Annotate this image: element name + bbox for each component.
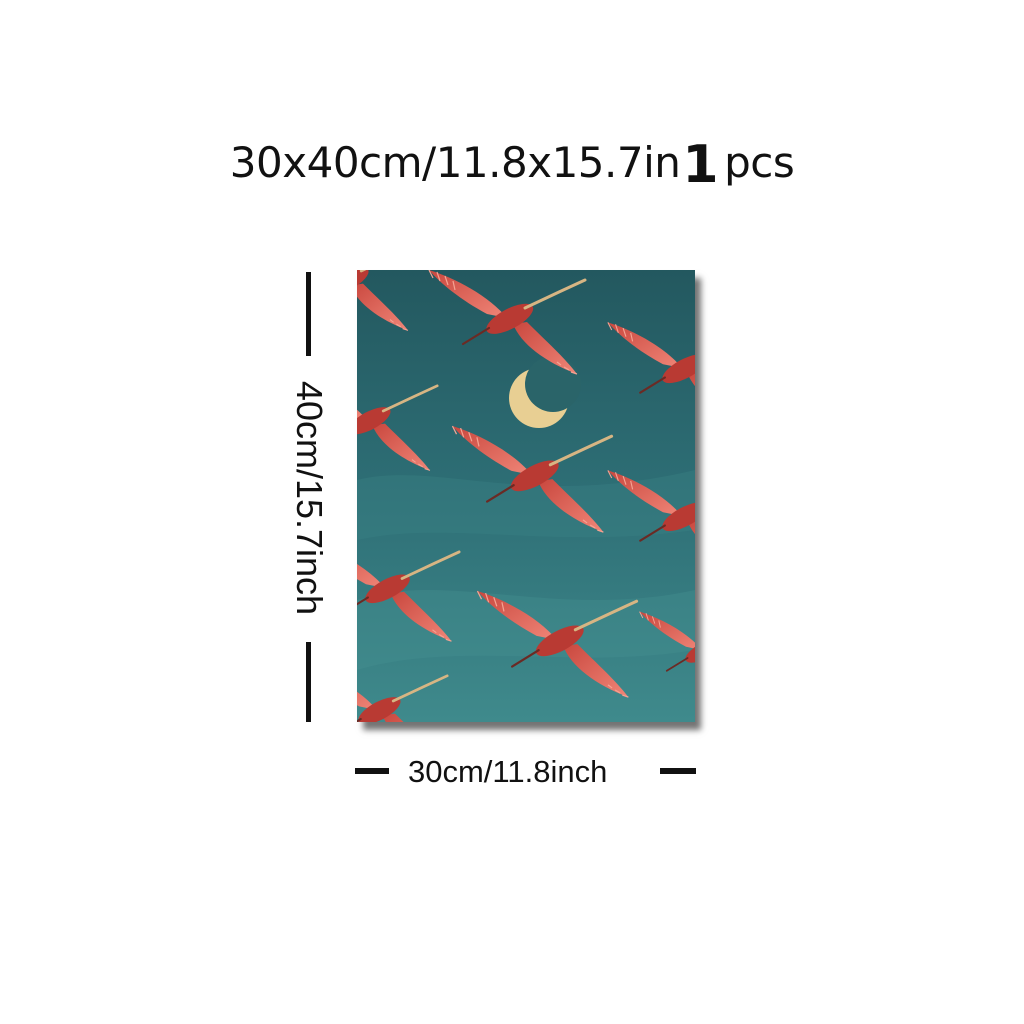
width-dimension-line-right	[660, 768, 696, 774]
size-text: 30x40cm/11.8x15.7in	[229, 138, 681, 187]
crescent-moon-icon	[509, 356, 581, 428]
artwork-image	[357, 270, 695, 722]
product-size-headline: 30x40cm/11.8x15.7in1 pcs	[0, 130, 1024, 195]
quantity-unit: pcs	[724, 138, 795, 187]
height-dimension-label: 40cm/15.7inch	[289, 380, 330, 616]
width-dimension-label: 30cm/11.8inch	[408, 754, 608, 789]
height-dimension-line-top	[306, 272, 311, 356]
width-dimension-line-left	[355, 768, 389, 774]
quantity-number: 1	[682, 135, 719, 195]
canvas-artwork	[357, 270, 695, 722]
height-dimension-line-bottom	[306, 642, 311, 722]
